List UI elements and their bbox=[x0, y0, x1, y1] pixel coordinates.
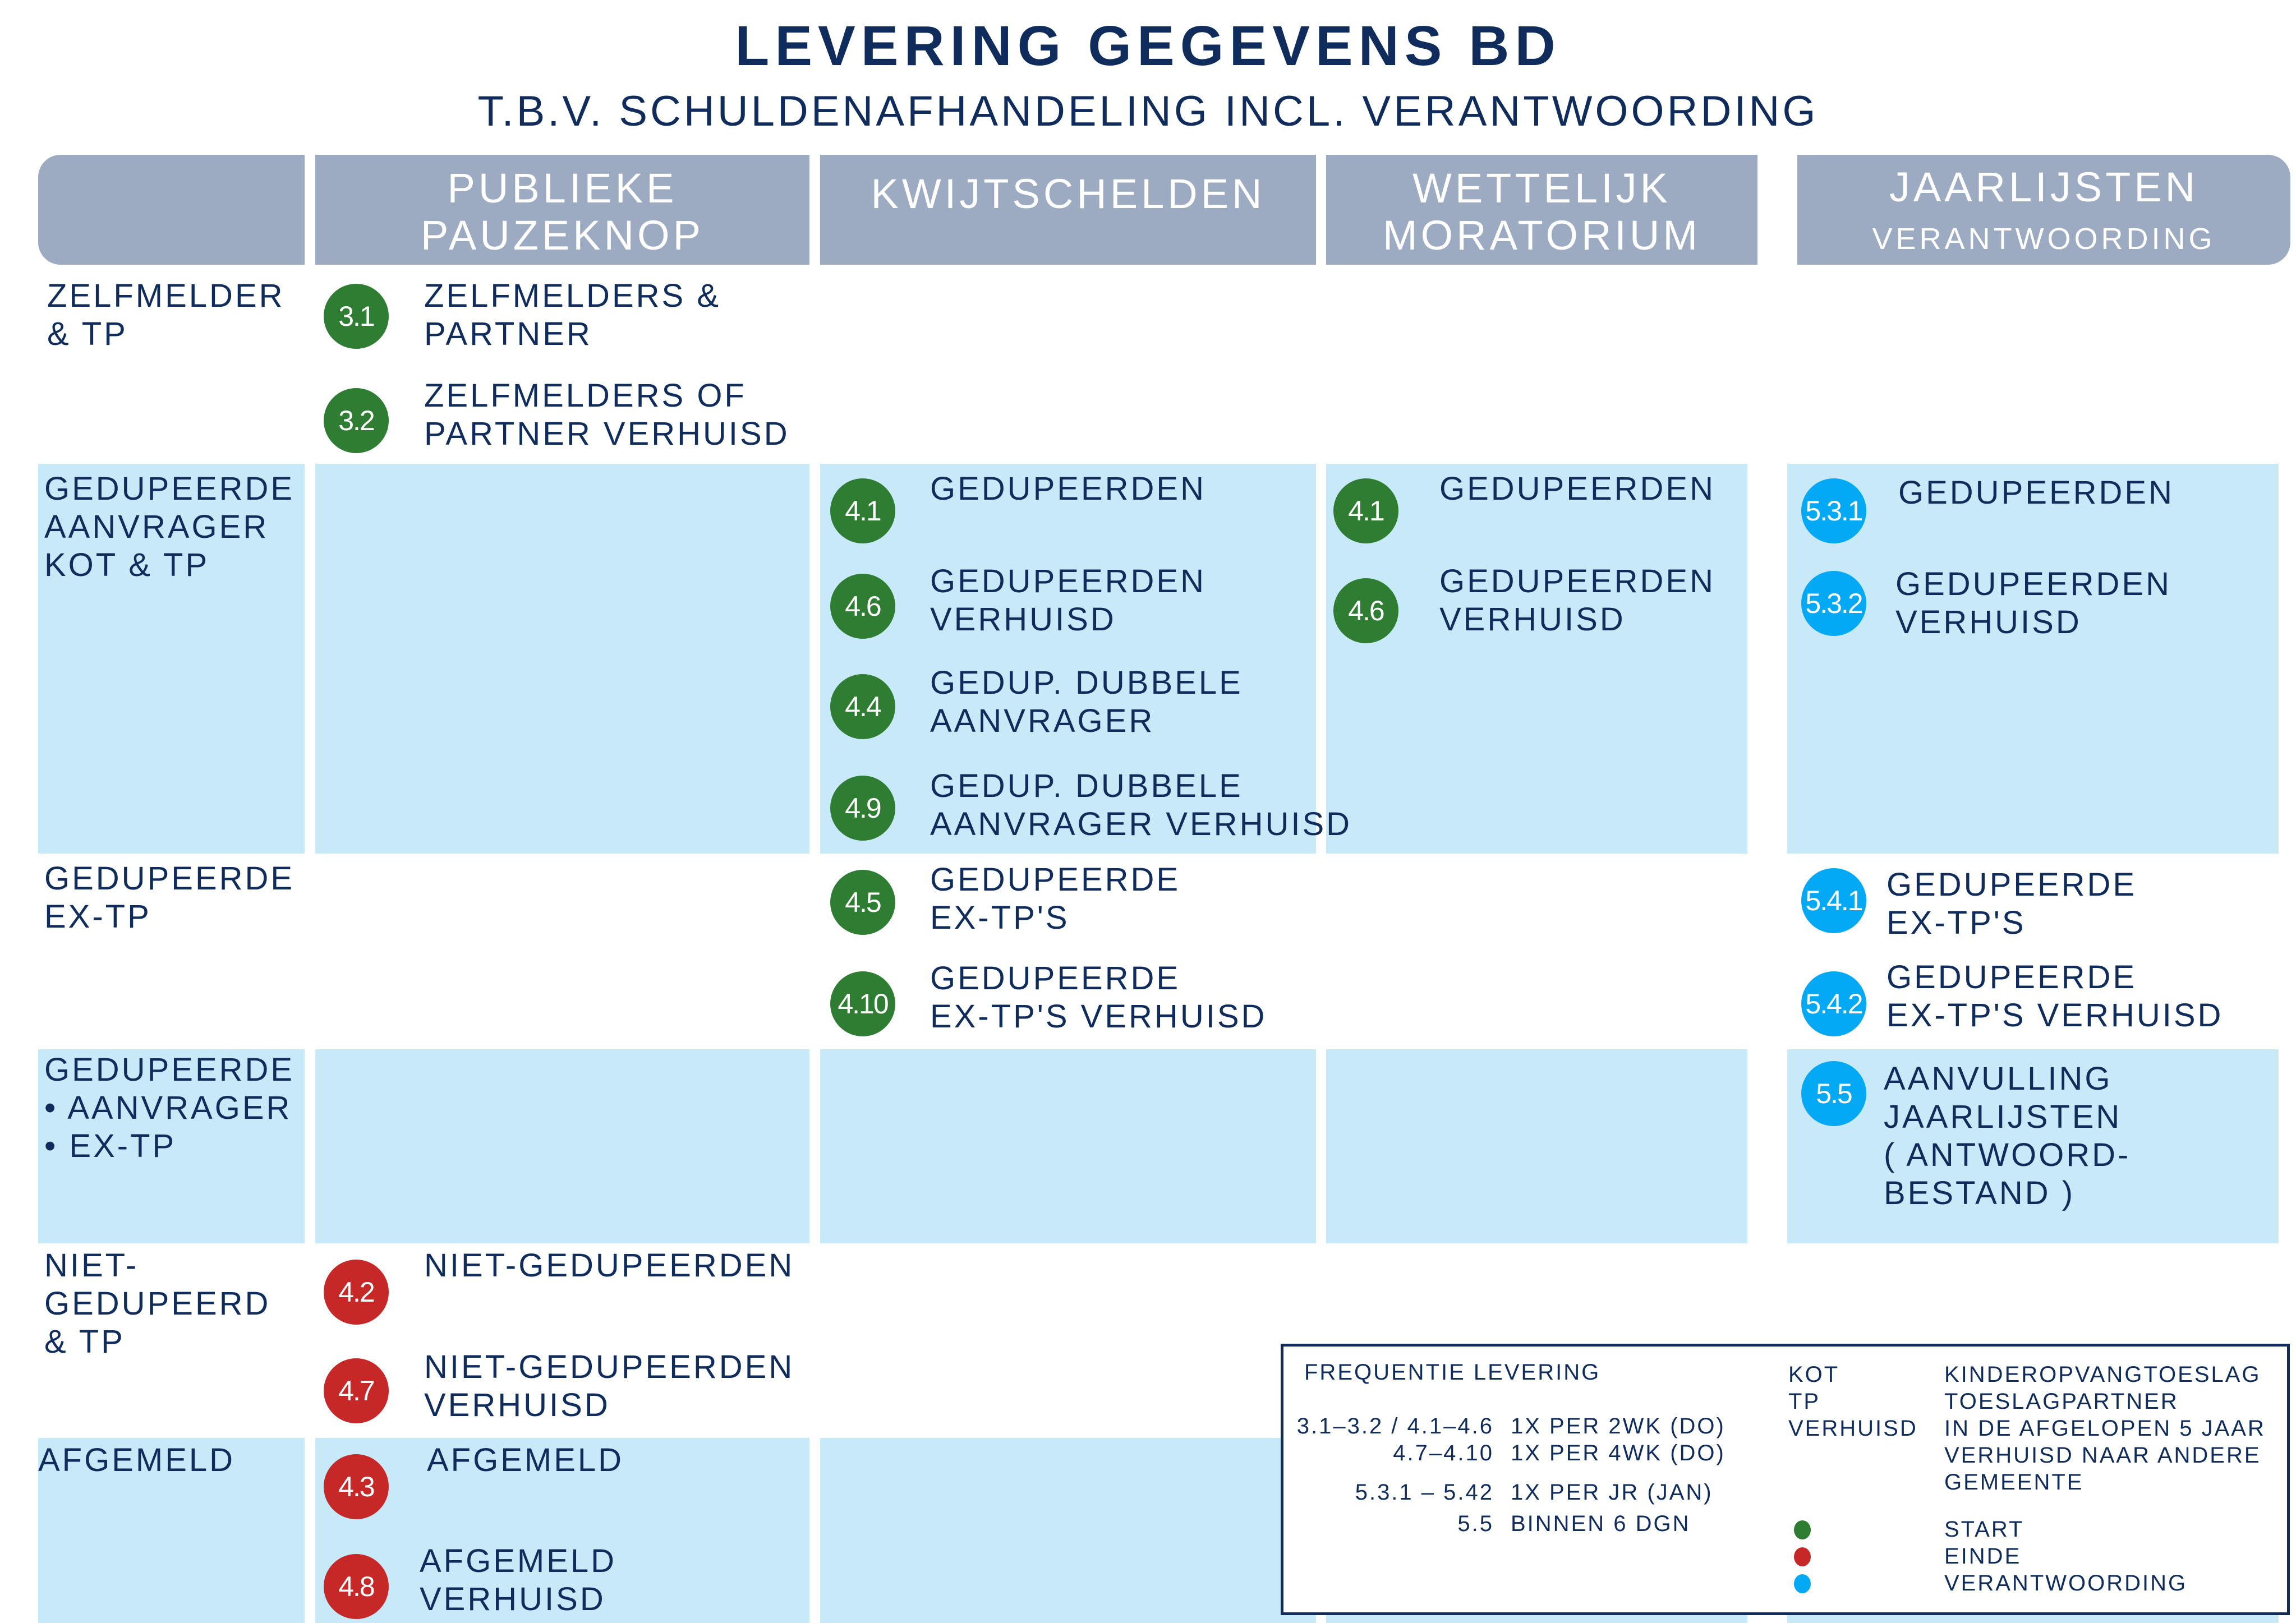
item-label: GEDUPEERDE EX-TP'S VERHUISD bbox=[1887, 959, 2224, 1034]
legend-color-label: START bbox=[1944, 1517, 2024, 1542]
legend-color-label: EINDE bbox=[1944, 1544, 2022, 1569]
item-label: GEDUPEERDEN VERHUISD bbox=[1439, 563, 1715, 638]
item-label: GEDUPEERDE EX-TP'S VERHUISD bbox=[930, 960, 1267, 1035]
start-badge: 4.6 bbox=[830, 574, 895, 639]
start-badge: 3.1 bbox=[324, 284, 389, 349]
row-bg bbox=[315, 464, 809, 854]
column-title: PUBLIEKE PAUZEKNOP bbox=[421, 165, 704, 259]
start-badge: 3.2 bbox=[324, 388, 389, 453]
item-label: AFGEMELD VERHUISD bbox=[420, 1543, 617, 1617]
legend-frequency-value: 1X PER 2WK (DO) bbox=[1511, 1414, 1726, 1438]
legend-frequency-title: FREQUENTIE LEVERING bbox=[1304, 1360, 1601, 1385]
legend-frequency-value: BINNEN 6 DGN bbox=[1511, 1511, 1691, 1536]
legend-abbrev-def: IN DE AFGELOPEN 5 JAAR VERHUISD NAAR AND… bbox=[1944, 1416, 2266, 1495]
row-bg bbox=[1326, 1049, 1747, 1243]
row-bg bbox=[1326, 464, 1747, 854]
start-badge: 4.4 bbox=[830, 674, 895, 739]
item-label: GEDUPEERDE EX-TP'S bbox=[930, 861, 1181, 936]
row-bg bbox=[820, 1049, 1316, 1243]
legend-box: FREQUENTIE LEVERING 3.1–3.2 / 4.1–4.6 1X… bbox=[1281, 1344, 2290, 1615]
legend-frequency-range: 5.3.1 – 5.42 bbox=[1355, 1480, 1494, 1505]
start-badge: 4.1 bbox=[830, 478, 895, 543]
verantwoording-badge: 5.3.2 bbox=[1801, 571, 1866, 636]
start-badge: 4.10 bbox=[830, 971, 895, 1036]
legend-frequency-value: 1X PER 4WK (DO) bbox=[1511, 1441, 1726, 1465]
column-header-kwijtschelden: KWIJTSCHELDEN bbox=[820, 155, 1316, 265]
start-badge: 4.6 bbox=[1333, 578, 1398, 643]
row-bg bbox=[820, 464, 1316, 854]
legend-abbrev-term: KOT bbox=[1788, 1362, 1840, 1387]
row-label: GEDUPEERDE EX-TP bbox=[44, 860, 295, 935]
row-label: GEDUPEERDE • AANVRAGER • EX-TP bbox=[44, 1052, 295, 1164]
row-label: ZELFMELDER & TP bbox=[47, 278, 285, 352]
verantwoording-badge: 5.4.2 bbox=[1801, 971, 1866, 1036]
column-header-wettelijk-moratorium: WETTELIJK MORATORIUM bbox=[1326, 155, 1757, 265]
item-label: ZELFMELDERS & PARTNER bbox=[424, 278, 721, 352]
item-label: GEDUPEERDE EX-TP'S bbox=[1887, 866, 2137, 941]
einde-dot-icon bbox=[1794, 1547, 1811, 1566]
column-header-jaarlijsten: JAARLIJSTEN VERANTWOORDING bbox=[1797, 155, 2290, 265]
legend-abbrev-def: TOESLAGPARTNER bbox=[1944, 1389, 2179, 1414]
row-bg bbox=[38, 1438, 305, 1623]
start-badge: 4.9 bbox=[830, 776, 895, 841]
verantwoording-badge: 5.4.1 bbox=[1801, 868, 1866, 933]
verantwoording-badge: 5.5 bbox=[1801, 1061, 1866, 1126]
page-title: LEVERING GEGEVENS BD bbox=[735, 15, 1561, 77]
legend-abbrev-def: KINDEROPVANGTOESLAG bbox=[1944, 1362, 2261, 1387]
item-label: GEDUP. DUBBELE AANVRAGER VERHUISD bbox=[930, 768, 1352, 842]
row-bg bbox=[38, 1049, 305, 1243]
einde-badge: 4.2 bbox=[324, 1260, 389, 1325]
start-dot-icon bbox=[1794, 1520, 1811, 1539]
legend-frequency-range: 3.1–3.2 / 4.1–4.6 bbox=[1296, 1414, 1494, 1438]
row-bg bbox=[1787, 464, 2279, 854]
column-title: KWIJTSCHELDEN bbox=[871, 170, 1266, 217]
item-label: GEDUPEERDEN bbox=[930, 471, 1206, 507]
item-label: GEDUPEERDEN VERHUISD bbox=[930, 563, 1206, 638]
row-label: GEDUPEERDE AANVRAGER KOT & TP bbox=[44, 471, 295, 583]
row-bg bbox=[315, 1438, 809, 1623]
verantwoording-badge: 5.3.1 bbox=[1801, 478, 1866, 543]
start-badge: 4.5 bbox=[830, 870, 895, 935]
item-label: GEDUPEERDEN VERHUISD bbox=[1895, 566, 2171, 640]
row-bg bbox=[315, 1049, 809, 1243]
item-label: GEDUPEERDEN bbox=[1439, 471, 1715, 507]
row-label: AFGEMELD bbox=[38, 1442, 236, 1478]
einde-badge: 4.3 bbox=[324, 1454, 389, 1519]
column-title: JAARLIJSTEN bbox=[1889, 164, 2199, 210]
item-label: AFGEMELD bbox=[427, 1442, 624, 1478]
legend-frequency-range: 4.7–4.10 bbox=[1393, 1441, 1494, 1465]
item-label: GEDUP. DUBBELE AANVRAGER bbox=[930, 665, 1243, 739]
item-label: GEDUPEERDEN bbox=[1898, 474, 2174, 511]
einde-badge: 4.8 bbox=[324, 1554, 389, 1619]
page-subtitle: T.B.V. SCHULDENAFHANDELING INCL. VERANTW… bbox=[477, 87, 1819, 135]
legend-frequency-value: 1X PER JR (JAN) bbox=[1511, 1480, 1713, 1505]
row-bg bbox=[38, 464, 305, 854]
start-badge: 4.1 bbox=[1333, 478, 1398, 543]
item-label: NIET-GEDUPEERDEN bbox=[424, 1247, 795, 1284]
legend-color-label: VERANTWOORDING bbox=[1944, 1571, 2188, 1596]
einde-badge: 4.7 bbox=[324, 1358, 389, 1423]
item-label: AANVULLING JAARLIJSTEN ( ANTWOORD- BESTA… bbox=[1884, 1061, 2131, 1211]
row-bg bbox=[820, 1438, 1316, 1623]
legend-abbrev-term: TP bbox=[1788, 1389, 1821, 1414]
column-subtitle: VERANTWOORDING bbox=[1872, 222, 2216, 256]
row-label: NIET- GEDUPEERD & TP bbox=[44, 1247, 271, 1360]
item-label: NIET-GEDUPEERDEN VERHUISD bbox=[424, 1349, 795, 1423]
column-header-publieke-pauzeknop: PUBLIEKE PAUZEKNOP bbox=[315, 155, 809, 265]
row-bg bbox=[1787, 1049, 2279, 1243]
header-corner bbox=[38, 155, 305, 265]
legend-abbrev-term: VERHUISD bbox=[1788, 1416, 1918, 1441]
item-label: ZELFMELDERS OF PARTNER VERHUISD bbox=[424, 377, 790, 452]
verantwoording-dot-icon bbox=[1794, 1574, 1811, 1593]
column-title: WETTELIJK MORATORIUM bbox=[1382, 165, 1701, 259]
legend-frequency-range: 5.5 bbox=[1457, 1511, 1494, 1536]
